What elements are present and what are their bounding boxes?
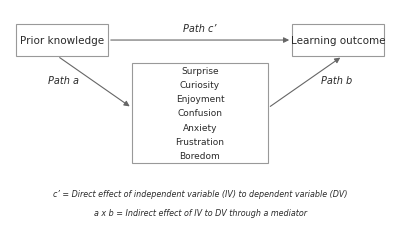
Text: Surprise: Surprise xyxy=(181,66,219,75)
Text: Path b: Path b xyxy=(321,75,352,85)
Bar xyxy=(292,25,384,57)
Text: a x b = Indirect effect of IV to DV through a mediator: a x b = Indirect effect of IV to DV thro… xyxy=(94,208,306,217)
Bar xyxy=(132,64,268,163)
Text: Boredom: Boredom xyxy=(180,152,220,161)
Text: Curiosity: Curiosity xyxy=(180,81,220,89)
Text: Enjoyment: Enjoyment xyxy=(176,95,224,104)
Text: c’ = Direct effect of independent variable (IV) to dependent variable (DV): c’ = Direct effect of independent variab… xyxy=(53,190,347,199)
Bar xyxy=(16,25,108,57)
Text: Prior knowledge: Prior knowledge xyxy=(20,36,104,46)
Text: Path a: Path a xyxy=(48,75,79,85)
Text: Path c’: Path c’ xyxy=(183,24,217,34)
Text: Anxiety: Anxiety xyxy=(183,123,217,132)
Text: Frustration: Frustration xyxy=(176,138,224,146)
Text: Learning outcome: Learning outcome xyxy=(291,36,385,46)
Text: Confusion: Confusion xyxy=(178,109,222,118)
